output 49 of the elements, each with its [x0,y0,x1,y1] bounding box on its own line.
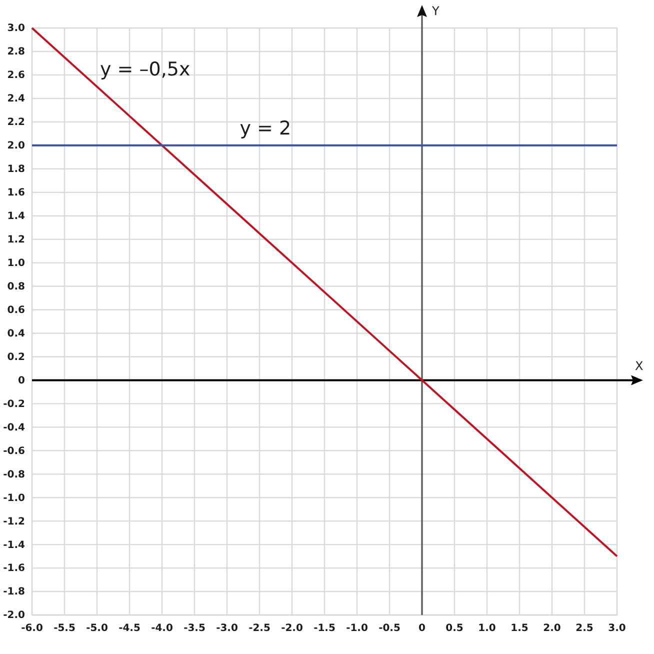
x-tick-label: 2.0 [543,623,561,634]
y-tick-label: 3.0 [7,23,26,34]
y-tick-label: 1.8 [7,164,26,176]
x-tick-label: -3.5 [184,623,206,634]
x-tick-label: -0.5 [378,623,400,634]
x-axis-title: X [635,359,644,374]
y-tick-label: -0.6 [3,446,26,457]
x-tick-label: -1.5 [314,623,336,634]
y-tick-label: 2.0 [7,140,26,152]
y-tick-label: -2.0 [3,610,26,622]
y-tick-label: 2.6 [7,70,26,82]
y-tick-label: -1.2 [3,516,26,528]
x-tick-label: 0 [418,623,426,634]
y-tick-label: -0.4 [3,422,26,434]
x-tick-label: -2.0 [281,623,303,634]
x-tick-label: 3.0 [608,623,626,634]
annotation: y = 2 [240,117,292,140]
x-tick-label: -4.0 [151,623,173,634]
y-tick-label: -0.8 [3,469,26,480]
y-tick-label: -0.2 [3,398,26,410]
x-tick-label: -1.0 [346,623,368,634]
x-tick-label: -6.0 [21,623,43,634]
y-tick-label: 1.4 [7,211,26,222]
x-tick-label: -4.5 [118,623,140,634]
x-tick-label: -2.5 [248,623,270,634]
y-tick-label: 1.0 [7,258,26,269]
y-tick-label: 0.6 [7,304,26,316]
x-tick-label: 2.5 [576,623,594,634]
x-tick-label: -5.0 [86,623,108,634]
x-tick-label: 1.0 [478,623,496,634]
y-tick-label: 2.8 [7,46,26,58]
y-tick-label: 2.4 [7,94,26,105]
y-tick-label: 1.2 [7,234,26,246]
y-tick-label: -1.8 [3,586,26,598]
y-tick-label: 0.4 [7,328,26,340]
y-tick-label: -1.0 [3,492,26,504]
x-tick-label: 0.5 [446,623,464,634]
y-tick-label: -1.4 [3,540,26,551]
y-tick-label: 0 [18,375,26,386]
x-tick-label: -5.5 [54,623,76,634]
y-axis-title: Y [431,4,440,18]
y-tick-label: 2.2 [7,117,26,128]
y-tick-label: 0.8 [7,281,26,292]
x-tick-label: -3.0 [216,623,238,634]
y-tick-label: 1.6 [7,188,26,199]
y-tick-label: -1.6 [3,563,26,574]
x-tick-label: 1.5 [510,623,528,634]
y-tick-label: 0.2 [7,352,26,363]
annotation: y = –0,5x [100,58,190,81]
